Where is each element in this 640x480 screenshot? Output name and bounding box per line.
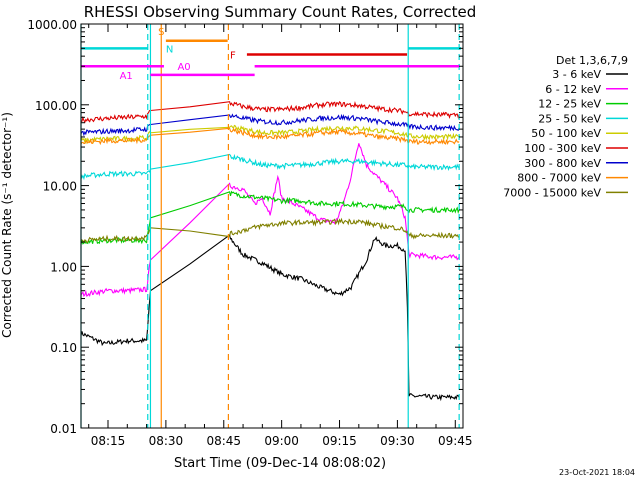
y-tick-label-5: 1000.00 [27, 18, 77, 32]
x-tick-label-1: 08:30 [149, 434, 184, 448]
series-line-6 [80, 113, 460, 137]
legend-label-6: 300 - 800 keV [524, 157, 601, 170]
series-line-7 [80, 127, 460, 146]
series-line-3 [80, 153, 460, 181]
x-tick-label-2: 08:45 [206, 434, 241, 448]
series-line-2 [80, 190, 460, 245]
x-tick-label-0: 08:15 [91, 434, 126, 448]
chart-title: RHESSI Observing Summary Count Rates, Co… [84, 3, 477, 21]
y-tick-label-3: 10.00 [43, 180, 77, 194]
y-tick-label-4: 100.00 [35, 99, 77, 113]
footer-date: 23-Oct-2021 18:04 [559, 468, 635, 477]
x-tick-label-3: 09:00 [264, 434, 299, 448]
legend-title: Det 1,3,6,7,9 [556, 54, 628, 67]
series-line-0 [80, 234, 460, 402]
flags-layer: SN F A0 A1 [80, 24, 462, 428]
flag-label-2: N [166, 44, 173, 55]
flag-label-5: A1 [120, 71, 133, 82]
x-axis-label: Start Time (09-Dec-14 08:08:02) [174, 456, 386, 471]
plot-frame [80, 23, 464, 429]
legend-label-3: 25 - 50 keV [538, 112, 601, 125]
legend-label-5: 100 - 300 keV [524, 142, 601, 155]
series-line-1 [80, 143, 460, 298]
flag-label-3: F [230, 50, 236, 61]
legend-label-2: 12 - 25 keV [538, 98, 601, 111]
y-tick-label-2: 1.00 [50, 260, 77, 274]
series-line-8 [80, 217, 460, 244]
series-layer [80, 100, 460, 402]
axes-layer: 0.01 0.10 1.00 10.00 100.00 1000.00 08:15 08:30… [27, 18, 472, 448]
legend-label-7: 800 - 7000 keV [517, 172, 601, 185]
x-tick-label-6: 09:45 [438, 434, 473, 448]
flag-label-1: S [158, 27, 164, 38]
legend-label-1: 6 - 12 keV [545, 83, 601, 96]
series-line-4 [80, 124, 460, 145]
y-tick-label-1: 0.10 [50, 341, 77, 355]
y-tick-label-0: 0.01 [50, 422, 77, 436]
y-axis-label: Corrected Count Rate (s⁻¹ detector⁻¹) [0, 112, 14, 338]
flag-label-4: A0 [177, 62, 190, 73]
series-line-5 [80, 100, 460, 124]
x-tick-label-4: 09:15 [322, 434, 357, 448]
legend-label-0: 3 - 6 keV [552, 68, 601, 81]
legend-label-4: 50 - 100 keV [531, 127, 601, 140]
legend-label-8: 7000 - 15000 keV [503, 186, 601, 199]
x-tick-label-5: 09:30 [380, 434, 415, 448]
